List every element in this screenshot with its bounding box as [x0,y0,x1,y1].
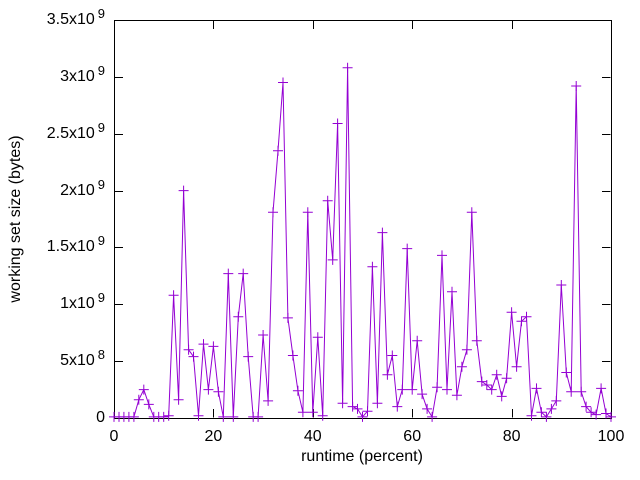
y-tick-label: 5x10 8 [60,347,105,370]
x-tick-label: 40 [303,428,322,445]
x-tick-label: 60 [403,428,422,445]
series-line [114,67,612,419]
axes-frame [114,20,612,419]
y-tick-exponent: 9 [97,119,105,135]
x-tick-label: 100 [597,428,625,445]
y-tick-label: 3.5x10 9 [46,6,105,28]
y-tick-exponent: 9 [97,233,105,249]
x-tick-label: 0 [109,428,119,445]
y-tick-label: 1.5x10 9 [46,233,105,256]
tick-marks [114,20,612,419]
y-tick-exponent: 8 [97,347,105,363]
y-tick-label: 1x10 9 [60,290,105,313]
y-tick-exponent: 9 [97,176,105,192]
y-axis-title: working set size (bytes) [7,135,24,303]
y-tick-label: 0 [96,409,105,426]
x-axis-title: runtime (percent) [301,448,423,465]
y-tick-exponent: 9 [97,62,105,78]
y-tick-label: 2.5x10 9 [46,119,105,142]
x-tick-label: 20 [204,428,223,445]
y-tick-exponent: 9 [97,6,105,21]
y-tick-label: 3x10 9 [60,62,105,85]
series-markers [109,62,616,422]
y-tick-exponent: 9 [97,290,105,306]
y-tick-label: 2x10 9 [60,176,105,199]
x-tick-label: 80 [502,428,521,445]
